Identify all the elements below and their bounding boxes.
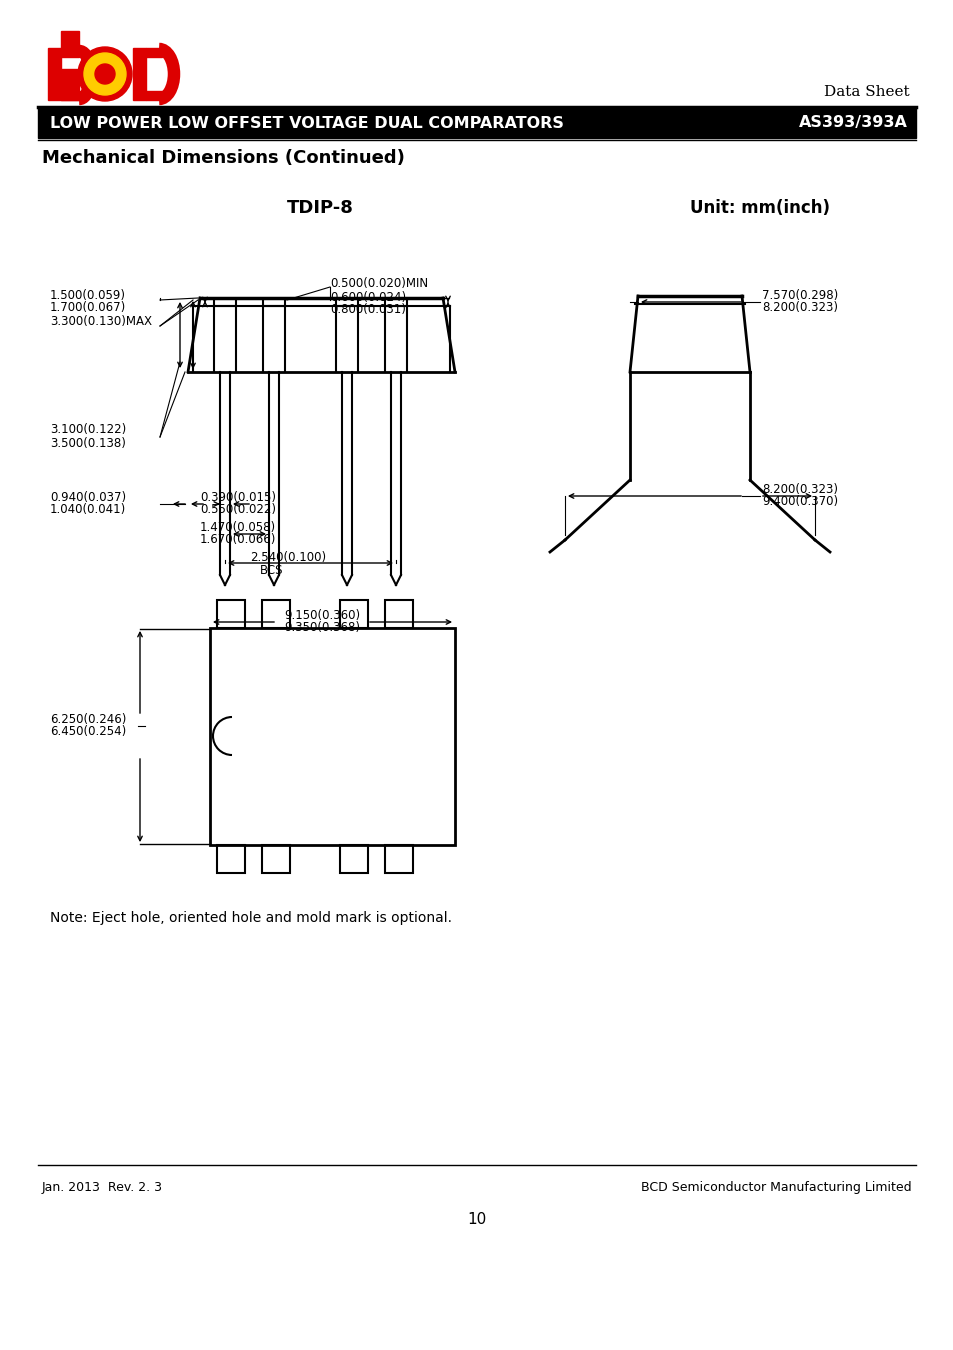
Bar [385, 845, 413, 873]
Bar [132, 49, 146, 100]
Bar [385, 599, 413, 628]
Bar [61, 73, 79, 100]
Bar [146, 90, 162, 100]
Text: 6.450(0.254): 6.450(0.254) [50, 725, 126, 738]
Text: 9.400(0.370): 9.400(0.370) [761, 495, 838, 509]
Bar [262, 845, 290, 873]
Text: AS393/393A: AS393/393A [799, 116, 907, 131]
Text: 0.500(0.020)MIN: 0.500(0.020)MIN [330, 277, 428, 289]
Text: 0.390(0.015): 0.390(0.015) [200, 491, 275, 505]
Text: 1.500(0.059): 1.500(0.059) [50, 289, 126, 301]
Text: 3.500(0.138): 3.500(0.138) [50, 436, 126, 450]
Text: 0.600(0.024): 0.600(0.024) [330, 292, 406, 305]
Bar [146, 49, 162, 57]
Text: Jan. 2013  Rev. 2. 3: Jan. 2013 Rev. 2. 3 [42, 1181, 163, 1195]
Text: 7.570(0.298): 7.570(0.298) [761, 289, 838, 302]
Text: 2.540(0.100): 2.540(0.100) [250, 552, 326, 564]
Text: Data Sheet: Data Sheet [823, 85, 909, 99]
Text: LOW POWER LOW OFFSET VOLTAGE DUAL COMPARATORS: LOW POWER LOW OFFSET VOLTAGE DUAL COMPAR… [50, 116, 563, 131]
Text: 9.150(0.360): 9.150(0.360) [284, 609, 359, 622]
Text: Note: Eject hole, oriented hole and mold mark is optional.: Note: Eject hole, oriented hole and mold… [50, 911, 452, 925]
Circle shape [84, 53, 126, 94]
Text: 0.940(0.037): 0.940(0.037) [50, 491, 126, 505]
Bar [262, 599, 290, 628]
Bar [38, 108, 915, 138]
Text: 1.670(0.066): 1.670(0.066) [200, 533, 276, 547]
Bar [216, 845, 245, 873]
Bar [61, 90, 81, 100]
Text: 9.350(0.368): 9.350(0.368) [284, 621, 359, 633]
Bar [339, 599, 368, 628]
Text: 10: 10 [467, 1212, 486, 1227]
Text: BCD Semiconductor Manufacturing Limited: BCD Semiconductor Manufacturing Limited [640, 1181, 911, 1195]
Text: 3.100(0.122): 3.100(0.122) [50, 424, 126, 436]
Text: 1.040(0.041): 1.040(0.041) [50, 504, 126, 517]
Text: 8.200(0.323): 8.200(0.323) [761, 483, 837, 497]
Bar [210, 628, 455, 845]
Text: 0.800(0.031): 0.800(0.031) [330, 304, 405, 316]
Bar [48, 49, 61, 100]
Text: 6.250(0.246): 6.250(0.246) [50, 714, 126, 726]
Text: Unit: mm(inch): Unit: mm(inch) [689, 198, 829, 217]
Bar [61, 31, 79, 57]
Text: TDIP-8: TDIP-8 [286, 198, 353, 217]
Circle shape [95, 63, 115, 84]
Bar [339, 845, 368, 873]
Text: 1.470(0.058): 1.470(0.058) [200, 521, 275, 535]
Text: 3.300(0.130)MAX: 3.300(0.130)MAX [50, 316, 152, 328]
Bar [216, 599, 245, 628]
Circle shape [78, 47, 132, 101]
Text: Mechanical Dimensions (Continued): Mechanical Dimensions (Continued) [42, 148, 404, 167]
Text: 1.700(0.067): 1.700(0.067) [50, 301, 126, 313]
Text: 0.550(0.022): 0.550(0.022) [200, 504, 275, 517]
Text: 8.200(0.323): 8.200(0.323) [761, 301, 837, 315]
Bar [61, 69, 81, 78]
Text: BCS: BCS [260, 563, 283, 576]
